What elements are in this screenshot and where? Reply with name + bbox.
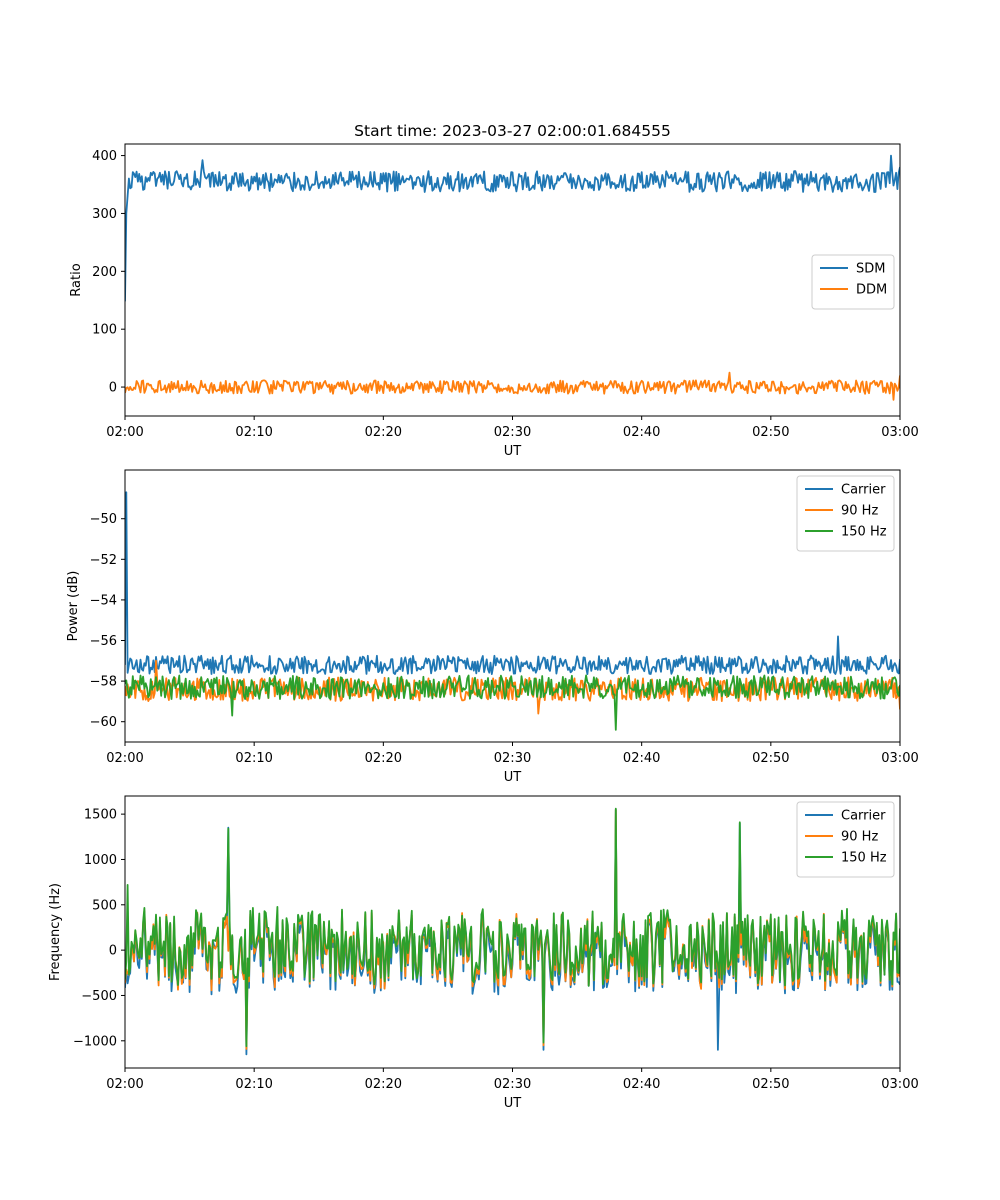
plot-frame bbox=[124, 469, 901, 743]
y-tick-label: −52 bbox=[90, 553, 117, 568]
x-tick-label: 02:20 bbox=[365, 425, 402, 440]
x-tick-label: 02:30 bbox=[494, 425, 531, 440]
y-tick-label: −58 bbox=[90, 675, 117, 690]
series-group bbox=[125, 807, 900, 1056]
y-tick-label: −500 bbox=[81, 989, 117, 1004]
legend-box bbox=[796, 475, 895, 552]
legend: Carrier 90 Hz 150 Hz bbox=[796, 801, 895, 878]
y-tick-label: −56 bbox=[90, 634, 117, 649]
plot-frame bbox=[124, 795, 901, 1069]
legend-label: 90 Hz bbox=[841, 504, 878, 519]
y-tick-label: 400 bbox=[92, 149, 117, 164]
panel-3: 02:00 02:10 02:20 02:30 02:40 02:50 03:00 −1000… bbox=[48, 795, 919, 1111]
series-line-sdm bbox=[125, 154, 900, 302]
x-tick-label: 02:40 bbox=[623, 751, 660, 766]
series-line-carrier bbox=[125, 491, 900, 675]
x-tick-label: 02:30 bbox=[494, 751, 531, 766]
legend: Carrier 90 Hz 150 Hz bbox=[796, 475, 895, 552]
y-tick-label: −54 bbox=[90, 593, 117, 608]
x-tick-label: 02:00 bbox=[106, 425, 143, 440]
x-tick-label: 02:50 bbox=[752, 425, 789, 440]
y-axis-label: Power (dB) bbox=[66, 571, 81, 642]
x-axis-label: UT bbox=[504, 770, 522, 785]
legend-label: Carrier bbox=[841, 809, 886, 824]
x-tick-label: 02:40 bbox=[623, 1077, 660, 1092]
legend-label: 150 Hz bbox=[841, 851, 887, 866]
y-tick-label: 0 bbox=[109, 381, 117, 396]
x-tick-label: 02:00 bbox=[106, 1077, 143, 1092]
series-line-ddm bbox=[125, 371, 900, 401]
y-axis-label: Ratio bbox=[69, 263, 84, 296]
y-tick-label: 200 bbox=[92, 265, 117, 280]
x-tick-label: 02:10 bbox=[235, 425, 272, 440]
y-tick-label: 1000 bbox=[84, 853, 117, 868]
x-axis-label: UT bbox=[504, 1096, 522, 1111]
y-tick-label: −60 bbox=[90, 715, 117, 730]
legend-label: SDM bbox=[856, 262, 885, 277]
series-group bbox=[125, 154, 900, 401]
legend-label: DDM bbox=[856, 283, 887, 298]
x-tick-label: 03:00 bbox=[881, 751, 918, 766]
panel-1: 02:00 02:10 02:20 02:30 02:40 02:50 03:00 0 100 2… bbox=[69, 143, 919, 459]
legend: SDM DDM bbox=[811, 254, 895, 310]
x-tick-label: 02:30 bbox=[494, 1077, 531, 1092]
x-tick-label: 03:00 bbox=[881, 1077, 918, 1092]
y-tick-label: 300 bbox=[92, 207, 117, 222]
series-group bbox=[125, 491, 900, 731]
figure-title: Start time: 2023-03-27 02:00:01.684555 bbox=[354, 122, 671, 140]
y-tick-label: −1000 bbox=[73, 1034, 117, 1049]
y-tick-label: −50 bbox=[90, 512, 117, 527]
x-tick-label: 02:50 bbox=[752, 751, 789, 766]
series-line-carrier bbox=[125, 808, 900, 1056]
x-tick-label: 02:20 bbox=[365, 1077, 402, 1092]
series-line-90-hz bbox=[125, 808, 900, 1050]
y-tick-label: 1500 bbox=[84, 808, 117, 823]
legend-label: 150 Hz bbox=[841, 525, 887, 540]
legend-box bbox=[796, 801, 895, 878]
x-tick-label: 02:40 bbox=[623, 425, 660, 440]
y-tick-label: 500 bbox=[92, 898, 117, 913]
series-line-150-hz bbox=[125, 807, 900, 1048]
legend-label: Carrier bbox=[841, 483, 886, 498]
x-axis-label: UT bbox=[504, 444, 522, 459]
panel-2: 02:00 02:10 02:20 02:30 02:40 02:50 03:00 −60 −5… bbox=[66, 469, 919, 785]
legend-label: 90 Hz bbox=[841, 830, 878, 845]
x-tick-label: 03:00 bbox=[881, 425, 918, 440]
y-axis-label: Frequency (Hz) bbox=[48, 883, 63, 981]
x-tick-label: 02:00 bbox=[106, 751, 143, 766]
y-tick-label: 100 bbox=[92, 323, 117, 338]
x-tick-label: 02:10 bbox=[235, 1077, 272, 1092]
y-tick-label: 0 bbox=[109, 944, 117, 959]
x-tick-label: 02:50 bbox=[752, 1077, 789, 1092]
series-line-150-hz bbox=[125, 674, 900, 731]
x-tick-label: 02:20 bbox=[365, 751, 402, 766]
x-tick-label: 02:10 bbox=[235, 751, 272, 766]
